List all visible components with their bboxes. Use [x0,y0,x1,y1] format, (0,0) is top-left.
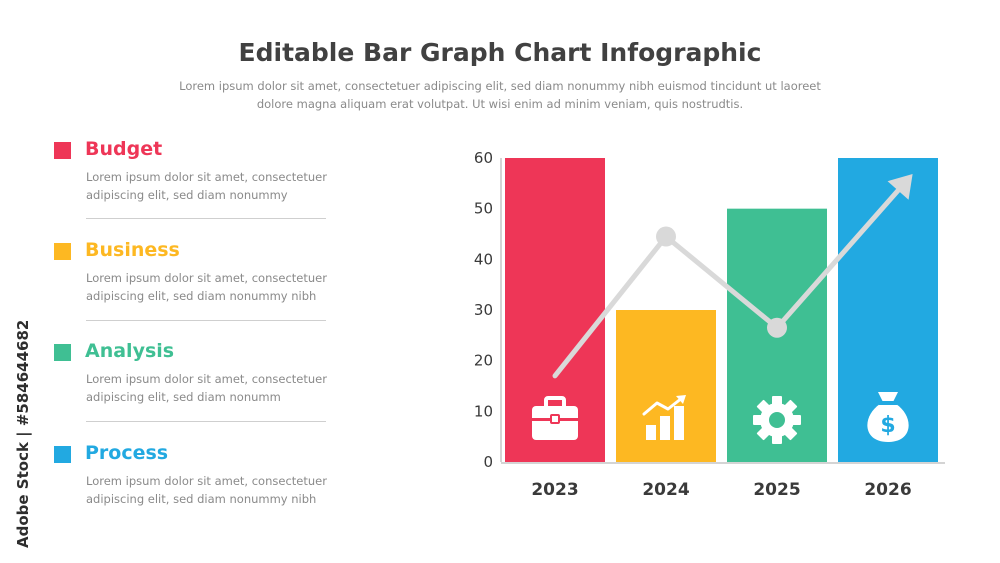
process-desc-line-2: adipiscing elit, sed diam nonummy nibh [86,492,317,506]
legend-divider [86,218,326,219]
budget-color-square [54,142,71,159]
legend-divider [86,320,326,321]
y-tick-label: 50 [474,200,493,218]
business-description: Lorem ipsum dolor sit amet, consectetuer… [86,269,346,305]
trend-marker [767,317,787,338]
process-title: Process [85,442,169,464]
x-tick-label: 2026 [864,480,911,500]
trend-marker [656,226,676,247]
trend-line [552,178,909,379]
x-tick-label: 2023 [531,480,578,500]
process-description: Lorem ipsum dolor sit amet, consectetuer… [86,472,346,508]
analysis-desc-line-2: adipiscing elit, sed diam nonumm [86,390,281,404]
budget-title: Budget [85,138,163,160]
process-color-square [54,446,71,463]
subtitle-line-1: Lorem ipsum dolor sit amet, consectetuer… [179,79,821,93]
page-subtitle: Lorem ipsum dolor sit amet, consectetuer… [170,77,830,113]
x-tick-label: 2024 [642,480,689,500]
analysis-desc-line-1: Lorem ipsum dolor sit amet, consectetuer [86,372,327,386]
analysis-color-square [54,344,71,361]
budget-desc-line-2: adipiscing elit, sed diam nonummy [86,188,288,202]
briefcase-icon [532,396,578,440]
y-tick-label: 60 [474,149,493,167]
page-title: Editable Bar Graph Chart Infographic [238,38,762,67]
budget-description: Lorem ipsum dolor sit amet, consectetuer… [86,168,346,204]
y-tick-label: 20 [474,352,493,370]
gear-icon [753,396,801,444]
business-desc-line-2: adipiscing elit, sed diam nonummy nibh [86,289,317,303]
subtitle-line-2: dolore magna aliquam erat volutpat. Ut w… [256,97,744,111]
business-desc-line-1: Lorem ipsum dolor sit amet, consectetuer [86,271,327,285]
y-tick-label: 10 [474,402,493,420]
budget-desc-line-1: Lorem ipsum dolor sit amet, consectetuer [86,170,327,184]
x-tick-label: 2025 [753,480,800,500]
business-color-square [54,243,71,260]
trend-arrowhead [887,173,913,200]
svg-text:$: $ [880,413,895,438]
legend-divider [86,421,326,422]
y-tick-label: 30 [474,301,493,319]
y-tick-label: 40 [474,250,493,268]
analysis-title: Analysis [85,340,175,362]
analysis-description: Lorem ipsum dolor sit amet, consectetuer… [86,370,346,406]
growth-chart-icon [642,395,686,440]
money-bag-icon: $ [867,392,909,442]
y-tick-label: 0 [483,453,493,471]
business-title: Business [85,239,180,261]
process-desc-line-1: Lorem ipsum dolor sit amet, consectetuer [86,474,327,488]
